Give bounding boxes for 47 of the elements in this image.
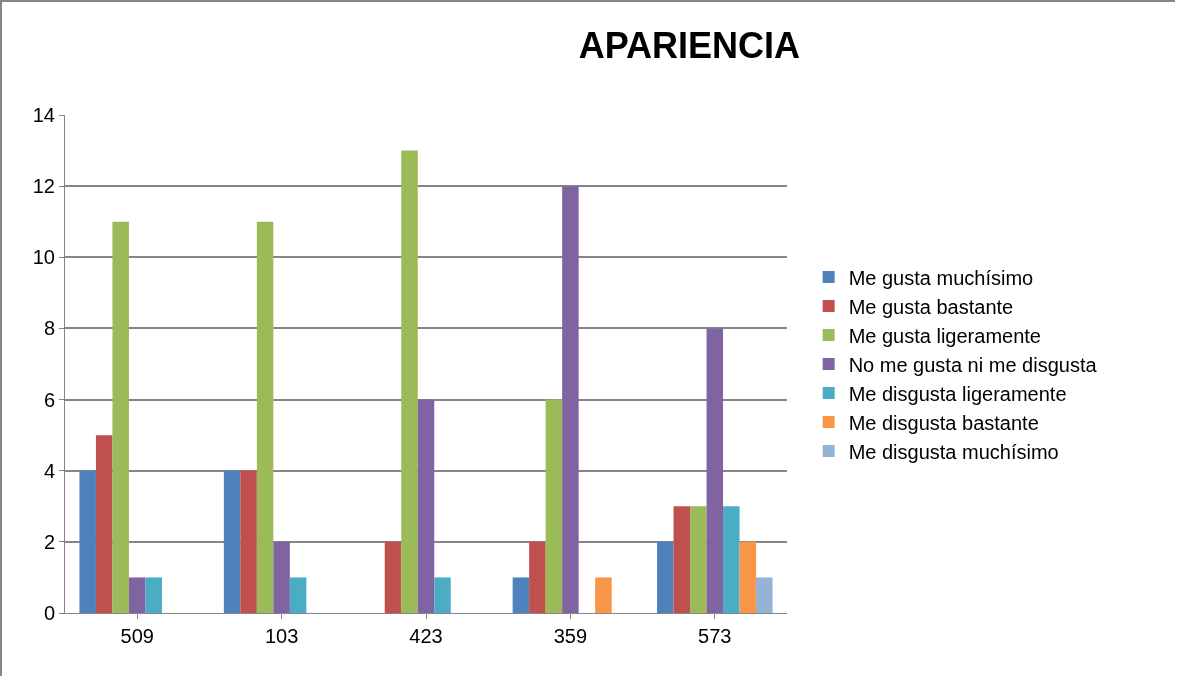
bar <box>739 541 757 613</box>
bar <box>240 470 257 613</box>
bar <box>512 577 530 613</box>
y-tick-label: 6 <box>43 388 55 411</box>
bar <box>95 435 113 613</box>
legend-label: No me gusta ni me disgusta <box>848 353 1098 376</box>
bar <box>256 221 274 613</box>
bar <box>223 470 241 613</box>
bar <box>706 328 724 613</box>
bar <box>128 577 146 613</box>
x-tick-label: 103 <box>264 625 299 647</box>
bar <box>595 577 612 613</box>
x-tick-label: 509 <box>120 625 154 647</box>
y-tick-label: 12 <box>32 175 55 198</box>
x-tick-label: 359 <box>553 625 588 647</box>
bar <box>529 541 546 613</box>
legend-label: Me disgusta muchísimo <box>848 440 1059 463</box>
bar <box>273 541 290 613</box>
bar <box>384 541 402 613</box>
bar <box>112 221 129 613</box>
bar <box>79 470 96 613</box>
bar <box>723 506 740 613</box>
bar <box>417 399 435 613</box>
y-tick-label: 14 <box>32 104 55 126</box>
legend-label: Me disgusta bastante <box>848 411 1039 434</box>
bar <box>545 399 563 613</box>
bar <box>657 541 674 613</box>
bar <box>562 186 579 613</box>
legend-label: Me gusta bastante <box>848 295 1014 318</box>
bar <box>145 577 162 613</box>
y-tick-label: 0 <box>43 602 55 624</box>
legend-label: Me disgusta ligeramente <box>848 382 1067 405</box>
legend-label: Me gusta muchísimo <box>848 266 1034 289</box>
bar <box>690 506 707 613</box>
y-tick-label: 2 <box>43 530 55 553</box>
x-tick-label: 423 <box>409 625 443 647</box>
bar <box>434 577 451 613</box>
bar <box>673 506 691 613</box>
y-tick-label: 4 <box>43 459 55 482</box>
y-tick-label: 10 <box>32 246 55 269</box>
legend-label: Me gusta ligeramente <box>848 324 1041 347</box>
bar <box>756 577 773 613</box>
x-tick-label: 573 <box>698 625 732 647</box>
chart-title: APARIENCIA <box>578 24 801 66</box>
y-tick-label: 8 <box>43 317 55 340</box>
bar <box>401 150 418 613</box>
bar <box>289 577 307 613</box>
